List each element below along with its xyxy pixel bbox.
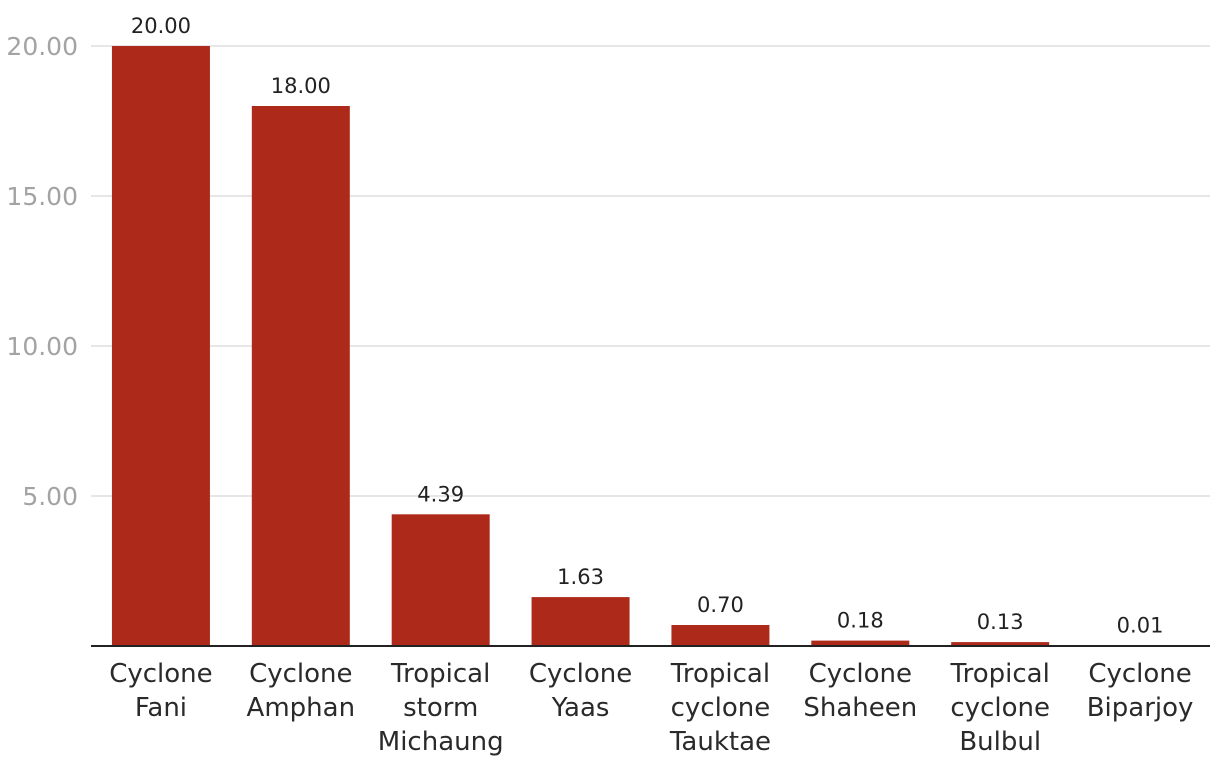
x-tick-label: Tropical cyclone Tauktae [669,659,771,757]
data-label: 1.63 [557,565,604,589]
x-tick-label-line: Tropical [390,659,490,689]
x-tick-label-line: Amphan [247,693,356,723]
x-tick-label-line: Tauktae [669,727,771,757]
x-tick-label-line: Tropical [950,659,1050,689]
bar [951,642,1050,646]
x-tick-label-line: Cyclone [1088,659,1191,689]
x-tick-label-line: Cyclone [249,659,352,689]
x-tick-label-line: cyclone [671,693,771,723]
x-tick-label-line: Cyclone [529,659,632,689]
y-tick-label: 5.00 [22,482,78,511]
x-tick-label: Cyclone Amphan [247,659,356,723]
bar [531,597,630,646]
y-tick-label: 10.00 [6,332,78,361]
data-label: 4.39 [417,482,464,506]
x-tick-label-line: Bulbul [959,727,1041,757]
data-label: 18.00 [271,74,331,98]
bars [111,46,1190,646]
y-tick-label: 20.00 [6,32,78,61]
x-tick-label: Cyclone Fani [109,659,212,723]
bar [671,625,770,646]
x-tick-label-line: Yaas [551,693,610,723]
data-label: 0.70 [697,593,744,617]
x-tick-label: Cyclone Shaheen [803,659,917,723]
x-tick-label: Tropical storm Michaung [378,659,504,757]
x-tick-label-line: Fani [135,693,187,723]
x-tick-label-line: Biparjoy [1087,693,1194,723]
x-tick-label: Cyclone Yaas [529,659,632,723]
data-label: 0.01 [1117,614,1164,638]
y-tick-label: 15.00 [6,182,78,211]
bar [811,640,910,646]
x-tick-label-line: cyclone [950,693,1050,723]
x-tick-label: Tropical cyclone Bulbul [950,659,1050,757]
data-label: 0.13 [977,610,1024,634]
x-tick-label-line: Tropical [670,659,770,689]
x-tick-label-line: Cyclone [109,659,212,689]
x-tick-label-line: storm [403,693,478,723]
data-label: 0.18 [837,609,884,633]
x-tick-label: Cyclone Biparjoy [1087,659,1194,723]
bar [391,514,490,646]
value-labels: 20.00 18.00 4.39 1.63 0.70 0.18 0.13 0.01 [131,14,1164,638]
bar [111,46,210,646]
x-tick-label-line: Cyclone [809,659,912,689]
x-axis-category-labels: Cyclone Fani Cyclone Amphan Tropical storm Mic… [109,659,1193,757]
x-tick-label-line: Michaung [378,727,504,757]
bar [251,106,350,646]
y-axis-ticks: 5.00 10.00 15.00 20.00 [6,32,78,511]
x-tick-label-line: Shaheen [803,693,917,723]
data-label: 20.00 [131,14,191,38]
